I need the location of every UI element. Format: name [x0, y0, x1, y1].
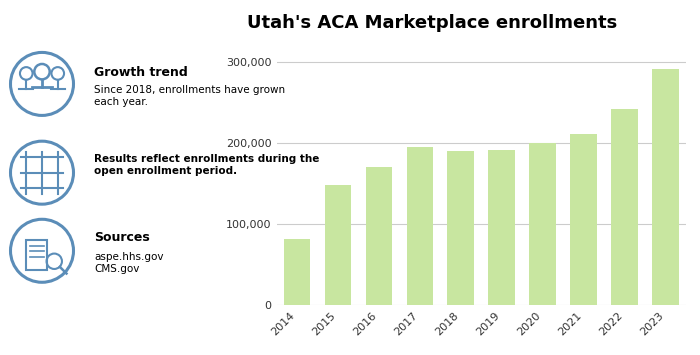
Bar [365, 167, 392, 305]
Bar [652, 69, 679, 305]
Text: Since 2018, enrollments have grown
each year.: Since 2018, enrollments have grown each … [94, 85, 286, 107]
Bar [407, 147, 433, 305]
Text: Utah's ACA Marketplace enrollments: Utah's ACA Marketplace enrollments [247, 14, 617, 32]
Text: Growth trend: Growth trend [94, 66, 188, 79]
Bar [325, 185, 351, 305]
Text: Sources: Sources [94, 231, 150, 244]
Bar [284, 239, 310, 305]
Text: aspe.hhs.gov
CMS.gov: aspe.hhs.gov CMS.gov [94, 252, 164, 274]
Bar [489, 150, 515, 305]
Bar [529, 143, 556, 305]
Text: health
insurance
.org™: health insurance .org™ [14, 302, 64, 335]
Bar [611, 109, 638, 305]
Bar [447, 152, 474, 305]
Bar [570, 133, 597, 305]
Text: Results reflect enrollments during the
open enrollment period.: Results reflect enrollments during the o… [94, 154, 320, 176]
